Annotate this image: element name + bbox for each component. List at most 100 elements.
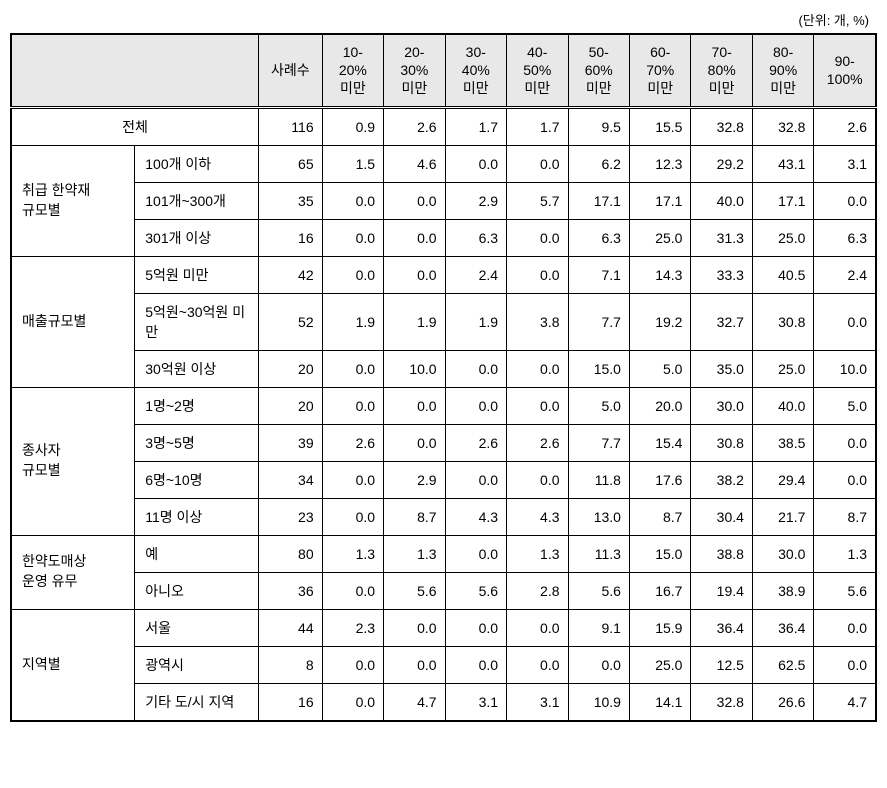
- table-cell: 2.3: [322, 609, 383, 646]
- table-cell: 0.0: [507, 256, 568, 293]
- table-cell: 2.9: [384, 461, 445, 498]
- table-cell: 0.0: [507, 609, 568, 646]
- table-cell: 15.9: [629, 609, 690, 646]
- table-cell: 25.0: [629, 646, 690, 683]
- table-cell: 0.0: [384, 219, 445, 256]
- table-row: 기타 도/시 지역 160.04.73.13.110.914.132.826.6…: [11, 683, 876, 721]
- table-cell: 30.8: [691, 424, 752, 461]
- header-pct-6: 70-80%미만: [691, 34, 752, 107]
- table-cell: 2.9: [445, 182, 506, 219]
- table-cell: 32.8: [752, 107, 813, 145]
- table-cell: 34: [259, 461, 323, 498]
- table-cell: 3.1: [814, 145, 876, 182]
- table-cell: 5.6: [814, 572, 876, 609]
- table-cell: 21.7: [752, 498, 813, 535]
- table-cell: 17.1: [629, 182, 690, 219]
- table-row: 종사자규모별 1명~2명 200.00.00.00.05.020.030.040…: [11, 387, 876, 424]
- header-pct-0: 10-20%미만: [322, 34, 383, 107]
- table-cell: 116: [259, 107, 323, 145]
- table-row: 11명 이상 230.08.74.34.313.08.730.421.78.7: [11, 498, 876, 535]
- table-cell: 20: [259, 387, 323, 424]
- unit-label: (단위: 개, %): [10, 10, 877, 33]
- table-row: 광역시 80.00.00.00.00.025.012.562.50.0: [11, 646, 876, 683]
- row-sub-label: 301개 이상: [135, 219, 259, 256]
- row-sub-label: 기타 도/시 지역: [135, 683, 259, 721]
- table-cell: 5.0: [568, 387, 629, 424]
- header-row: 사례수 10-20%미만 20-30%미만 30-40%미만 40-50%미만 …: [11, 34, 876, 107]
- table-cell: 0.0: [814, 424, 876, 461]
- table-cell: 38.8: [691, 535, 752, 572]
- table-cell: 19.2: [629, 293, 690, 350]
- table-cell: 6.3: [814, 219, 876, 256]
- table-cell: 8.7: [629, 498, 690, 535]
- table-cell: 5.6: [568, 572, 629, 609]
- table-cell: 6.2: [568, 145, 629, 182]
- table-row: 101개~300개 350.00.02.95.717.117.140.017.1…: [11, 182, 876, 219]
- table-cell: 40.5: [752, 256, 813, 293]
- table-cell: 44: [259, 609, 323, 646]
- table-cell: 0.0: [814, 182, 876, 219]
- table-row: 매출규모별 5억원 미만 420.00.02.40.07.114.333.340…: [11, 256, 876, 293]
- table-cell: 0.0: [507, 145, 568, 182]
- table-cell: 12.5: [691, 646, 752, 683]
- table-cell: 15.5: [629, 107, 690, 145]
- table-cell: 6.3: [445, 219, 506, 256]
- table-cell: 40.0: [752, 387, 813, 424]
- table-cell: 39: [259, 424, 323, 461]
- table-cell: 1.3: [507, 535, 568, 572]
- row-sub-label: 6명~10명: [135, 461, 259, 498]
- table-cell: 23: [259, 498, 323, 535]
- table-cell: 0.0: [384, 646, 445, 683]
- table-cell: 25.0: [629, 219, 690, 256]
- table-cell: 0.9: [322, 107, 383, 145]
- table-cell: 1.3: [384, 535, 445, 572]
- table-cell: 3.8: [507, 293, 568, 350]
- table-cell: 13.0: [568, 498, 629, 535]
- table-cell: 0.0: [322, 256, 383, 293]
- table-row: 30억원 이상 200.010.00.00.015.05.035.025.010…: [11, 350, 876, 387]
- table-cell: 32.8: [691, 683, 752, 721]
- row-sub-label: 100개 이하: [135, 145, 259, 182]
- table-cell: 30.0: [752, 535, 813, 572]
- table-cell: 80: [259, 535, 323, 572]
- table-row: 아니오 360.05.65.62.85.616.719.438.95.6: [11, 572, 876, 609]
- table-cell: 0.0: [322, 498, 383, 535]
- table-cell: 2.8: [507, 572, 568, 609]
- table-cell: 0.0: [507, 350, 568, 387]
- group-label: 지역별: [11, 609, 135, 721]
- table-cell: 5.0: [629, 350, 690, 387]
- table-cell: 36.4: [691, 609, 752, 646]
- data-table: 사례수 10-20%미만 20-30%미만 30-40%미만 40-50%미만 …: [10, 33, 877, 722]
- table-cell: 0.0: [507, 461, 568, 498]
- table-cell: 5.0: [814, 387, 876, 424]
- table-cell: 0.0: [322, 461, 383, 498]
- table-cell: 0.0: [814, 646, 876, 683]
- table-cell: 25.0: [752, 350, 813, 387]
- header-pct-4: 50-60%미만: [568, 34, 629, 107]
- table-cell: 4.3: [507, 498, 568, 535]
- row-sub-label: 3명~5명: [135, 424, 259, 461]
- table-cell: 17.1: [752, 182, 813, 219]
- table-cell: 25.0: [752, 219, 813, 256]
- table-cell: 0.0: [384, 424, 445, 461]
- table-cell: 2.6: [814, 107, 876, 145]
- table-cell: 5.6: [445, 572, 506, 609]
- table-cell: 15.4: [629, 424, 690, 461]
- table-cell: 38.5: [752, 424, 813, 461]
- table-cell: 0.0: [322, 572, 383, 609]
- table-cell: 6.3: [568, 219, 629, 256]
- table-cell: 40.0: [691, 182, 752, 219]
- table-cell: 17.1: [568, 182, 629, 219]
- table-cell: 30.8: [752, 293, 813, 350]
- row-sub-label: 101개~300개: [135, 182, 259, 219]
- row-sub-label: 서울: [135, 609, 259, 646]
- table-cell: 17.6: [629, 461, 690, 498]
- row-sub-label: 30억원 이상: [135, 350, 259, 387]
- table-cell: 2.6: [322, 424, 383, 461]
- table-cell: 36.4: [752, 609, 813, 646]
- table-cell: 35.0: [691, 350, 752, 387]
- header-pct-7: 80-90%미만: [752, 34, 813, 107]
- table-cell: 15.0: [568, 350, 629, 387]
- table-cell: 0.0: [384, 182, 445, 219]
- row-sub-label: 1명~2명: [135, 387, 259, 424]
